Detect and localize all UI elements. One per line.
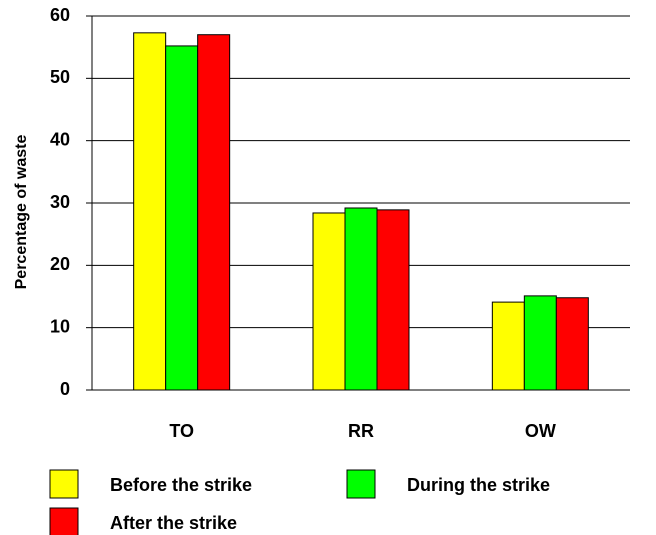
bar <box>523 295 557 391</box>
x-tick-label: OW <box>525 421 556 441</box>
y-tick-label: 20 <box>50 254 70 274</box>
y-tick-label: 0 <box>60 379 70 399</box>
y-tick-label: 40 <box>50 129 70 149</box>
legend-label: During the strike <box>407 475 550 495</box>
bar <box>197 34 231 391</box>
y-axis-label: Percentage of waste <box>13 135 30 290</box>
y-tick-label: 60 <box>50 5 70 25</box>
bar <box>491 301 525 391</box>
x-tick-label: RR <box>348 421 374 441</box>
legend-label: Before the strike <box>110 475 252 495</box>
legend-swatch <box>49 469 79 499</box>
legend-swatch <box>49 507 79 535</box>
bar <box>312 212 346 391</box>
bar <box>376 209 410 391</box>
y-tick-label: 10 <box>50 316 70 336</box>
legend-label: After the strike <box>110 513 237 533</box>
y-tick-label: 30 <box>50 192 70 212</box>
legend-swatch <box>346 469 376 499</box>
y-tick-label: 50 <box>50 67 70 87</box>
bar <box>344 207 378 391</box>
x-tick-label: TO <box>169 421 194 441</box>
bar <box>133 32 167 391</box>
bar <box>555 297 589 391</box>
bar <box>165 45 199 391</box>
